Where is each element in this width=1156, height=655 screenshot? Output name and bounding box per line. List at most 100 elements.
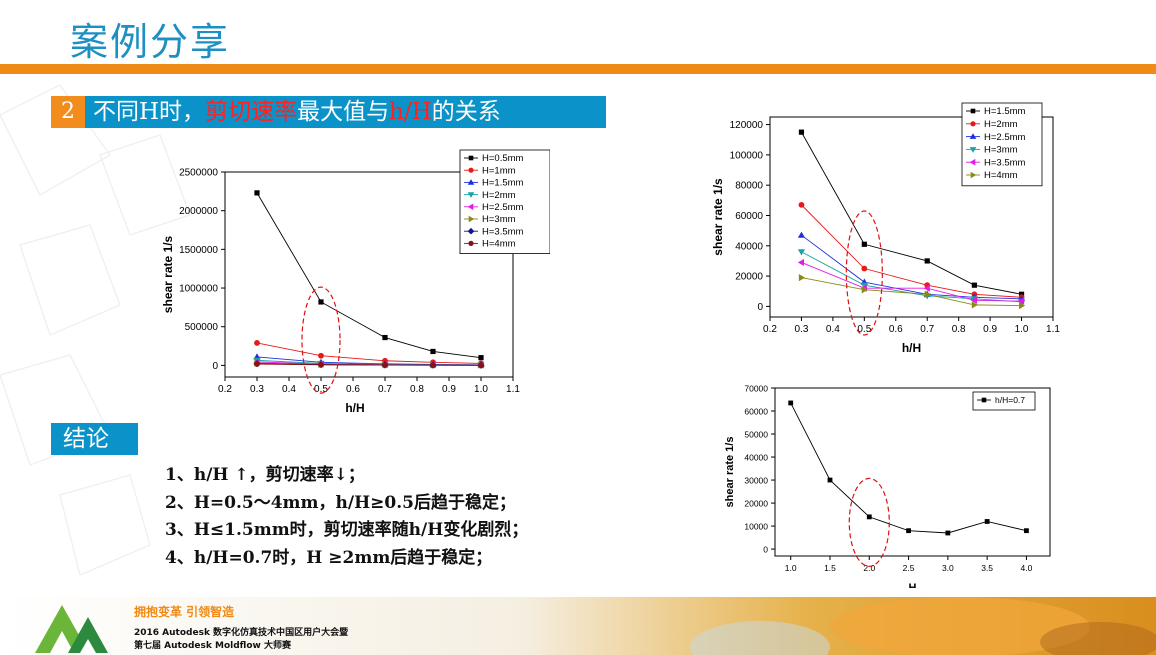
y-tick-label: 20000 xyxy=(735,272,763,283)
data-point xyxy=(945,530,951,536)
header-divider xyxy=(0,64,1156,74)
legend-label: H=4mm xyxy=(984,170,1018,181)
x-tick-label: 4.0 xyxy=(1021,563,1033,573)
legend-label: H=3mm xyxy=(482,214,516,225)
x-tick-label: 0.7 xyxy=(378,384,392,395)
y-tick-label: 0 xyxy=(212,361,218,372)
series-H=2.5mm xyxy=(797,231,1026,302)
legend-entry: H=1.5mm xyxy=(966,106,1026,117)
series-line xyxy=(801,204,1022,298)
series-H=4mm xyxy=(254,361,484,369)
x-tick-label: 0.2 xyxy=(218,384,232,395)
y-tick-label: 60000 xyxy=(735,211,763,222)
x-axis-label: h/H xyxy=(345,401,364,415)
data-point xyxy=(798,274,806,282)
series-H=2mm xyxy=(798,201,1025,301)
section-title-highlight2: h/H xyxy=(389,99,432,125)
legend-label: H=1.5mm xyxy=(984,106,1026,117)
legend-label: H=0.5mm xyxy=(482,153,524,164)
data-point xyxy=(971,282,977,288)
y-tick-label: 0 xyxy=(763,545,768,555)
data-point xyxy=(971,301,978,309)
x-tick-label: 0.2 xyxy=(763,324,777,335)
x-tick-label: 1.1 xyxy=(506,384,520,395)
section-number: 2 xyxy=(51,96,85,128)
data-point xyxy=(861,286,868,294)
legend-entry: H=0.5mm xyxy=(464,153,524,164)
x-tick-label: 0.8 xyxy=(410,384,424,395)
data-point xyxy=(798,201,805,208)
data-point xyxy=(430,362,436,369)
data-point xyxy=(1024,528,1029,534)
conclusion-list: 1、h/H ↑，剪切速率↓； 2、H=0.5～4mm，h/H≥0.5后趋于稳定；… xyxy=(165,462,528,572)
y-tick-label: 80000 xyxy=(735,181,763,192)
data-point xyxy=(923,284,930,292)
data-point xyxy=(318,299,324,305)
x-tick-label: 0.6 xyxy=(889,324,903,335)
plot-frame xyxy=(769,116,1054,318)
x-tick-label: 1.0 xyxy=(474,384,488,395)
plot-frame xyxy=(774,387,1051,557)
conclusion-item: 3、H≤1.5mm时，剪切速率随h/H变化剧烈； xyxy=(165,520,529,540)
data-point xyxy=(798,129,805,135)
data-point xyxy=(1018,302,1026,310)
data-point xyxy=(984,519,990,524)
page-title: 案例分享 xyxy=(70,20,231,64)
y-tick-label: 20000 xyxy=(744,499,768,509)
x-tick-label: 3.5 xyxy=(981,563,993,573)
section-title-part3: 的关系 xyxy=(431,99,501,125)
data-point xyxy=(430,348,436,355)
data-point xyxy=(970,296,977,304)
legend-label: H=1.5mm xyxy=(482,178,524,189)
series-line xyxy=(790,402,1027,534)
x-tick-label: 2.5 xyxy=(903,563,915,573)
footer-event-line2: 第七届 Autodesk Moldflow 大师赛 xyxy=(134,641,291,651)
data-point xyxy=(797,249,806,256)
series-H=4mm xyxy=(798,274,1026,310)
y-tick-label: 50000 xyxy=(744,430,768,440)
data-point xyxy=(254,340,260,346)
data-point xyxy=(924,290,931,298)
logo-icon xyxy=(35,605,108,653)
x-tick-label: 1.0 xyxy=(785,563,797,573)
y-tick-label: 30000 xyxy=(744,476,768,486)
plot-frame xyxy=(224,171,514,378)
data-point xyxy=(924,258,930,264)
series-h/H=0.7 xyxy=(788,400,1029,536)
x-tick-label: 0.5 xyxy=(857,324,871,335)
data-point xyxy=(860,282,868,289)
y-tick-label: 2000000 xyxy=(179,206,218,217)
data-point xyxy=(478,362,484,369)
y-axis-label: shear rate 1/s xyxy=(711,178,725,256)
y-tick-label: 1000000 xyxy=(179,284,218,295)
y-tick-label: 500000 xyxy=(185,322,219,333)
x-tick-label: 0.4 xyxy=(282,384,296,395)
series-line xyxy=(801,234,1022,300)
y-axis-label: shear rate 1/s xyxy=(724,437,736,508)
legend-label: H=2.5mm xyxy=(482,202,524,213)
legend-entry: H=2mm xyxy=(966,119,1018,130)
data-point xyxy=(797,231,806,238)
footer-banner xyxy=(0,597,1156,655)
legend: h/H=0.7 xyxy=(972,391,1036,411)
section-title-part2: 最大值与 xyxy=(297,99,390,125)
y-tick-label: 10000 xyxy=(744,522,768,532)
conclusion-item: 2、H=0.5～4mm，h/H≥0.5后趋于稳定； xyxy=(165,492,516,513)
y-tick-label: 0 xyxy=(757,302,763,313)
x-tick-label: 1.0 xyxy=(1015,324,1029,335)
x-axis-label: H xyxy=(909,582,917,588)
section-title-part1: 不同H时， xyxy=(93,99,206,125)
x-tick-label: 0.3 xyxy=(250,384,264,395)
y-tick-label: 40000 xyxy=(735,241,763,252)
x-tick-label: 1.5 xyxy=(824,563,836,573)
y-tick-label: 40000 xyxy=(744,453,768,463)
legend-label: H=3mm xyxy=(984,145,1018,156)
legend-label: H=2mm xyxy=(984,119,1018,130)
series-H=0.5mm xyxy=(254,190,484,361)
legend-label: H=2.5mm xyxy=(984,132,1026,143)
data-point xyxy=(866,514,872,520)
conclusion-item: 1、h/H ↑，剪切速率↓； xyxy=(165,465,365,485)
footer-event-line1: 2016 Autodesk 数字化仿真技术中国区用户大会暨 xyxy=(134,628,349,638)
series-H=1.5mm xyxy=(798,129,1025,297)
y-tick-label: 120000 xyxy=(730,120,764,131)
